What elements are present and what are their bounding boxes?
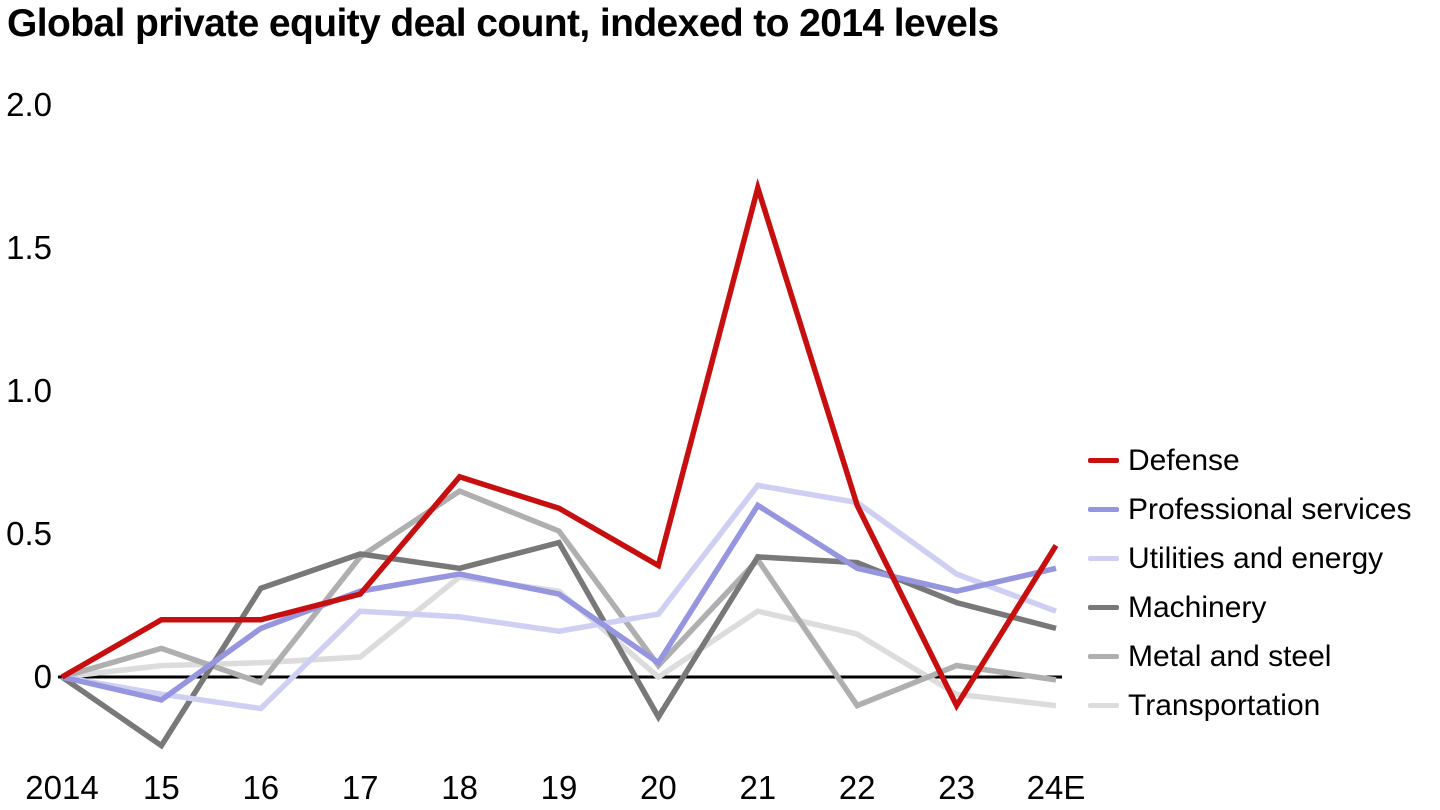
legend-swatch-metal-and-steel — [1088, 654, 1119, 659]
legend-label: Utilities and energy — [1128, 541, 1384, 575]
legend-swatch-professional-services — [1088, 507, 1119, 512]
x-tick-label-24e: 24E — [1026, 769, 1086, 806]
series-line-defense — [60, 177, 1059, 712]
y-tick-label-0: 0 — [33, 658, 52, 695]
x-tick-label-22: 22 — [838, 769, 876, 806]
x-tick-label-2014: 2014 — [25, 769, 99, 806]
x-tick-label-18: 18 — [441, 769, 478, 806]
y-tick-label-1-0: 1.0 — [6, 372, 52, 409]
x-tick-label-16: 16 — [242, 769, 280, 806]
legend-swatch-defense — [1088, 458, 1119, 463]
x-tick-label-15: 15 — [143, 769, 180, 806]
legend-swatch-transportation — [1088, 703, 1119, 708]
x-tick-label-19: 19 — [540, 769, 578, 806]
series-line-machinery — [60, 539, 1057, 750]
y-tick-label-0-5: 0.5 — [6, 515, 52, 552]
legend-item-metal-and-steel: Metal and steel — [1088, 632, 1411, 681]
legend-item-defense: Defense — [1088, 436, 1411, 485]
series-line-transportation — [61, 574, 1057, 709]
series-line-metal-and-steel — [61, 488, 1057, 709]
chart-title: Global private equity deal count, indexe… — [7, 2, 999, 45]
y-tick-label-1-5: 1.5 — [6, 229, 52, 266]
x-tick-label-21: 21 — [739, 769, 777, 806]
legend-label: Metal and steel — [1128, 639, 1332, 673]
legend-item-professional-services: Professional services — [1088, 485, 1411, 534]
legend-item-machinery: Machinery — [1088, 583, 1411, 632]
series-line-utilities-and-energy — [61, 482, 1057, 712]
y-tick-label-2-0: 2.0 — [6, 86, 52, 123]
legend-item-transportation: Transportation — [1088, 681, 1411, 730]
x-tick-label-23: 23 — [938, 769, 975, 806]
legend-label: Transportation — [1128, 688, 1321, 722]
legend-label: Machinery — [1128, 590, 1267, 624]
legend-label: Professional services — [1128, 492, 1412, 526]
legend-item-utilities-and-energy: Utilities and energy — [1088, 534, 1411, 583]
x-tick-label-17: 17 — [341, 769, 379, 806]
x-tick-label-20: 20 — [640, 769, 677, 806]
legend: Defense Professional services Utilities an… — [1088, 436, 1411, 730]
legend-swatch-machinery — [1088, 605, 1119, 610]
legend-swatch-utilities-and-energy — [1088, 556, 1119, 561]
legend-label: Defense — [1128, 443, 1240, 477]
